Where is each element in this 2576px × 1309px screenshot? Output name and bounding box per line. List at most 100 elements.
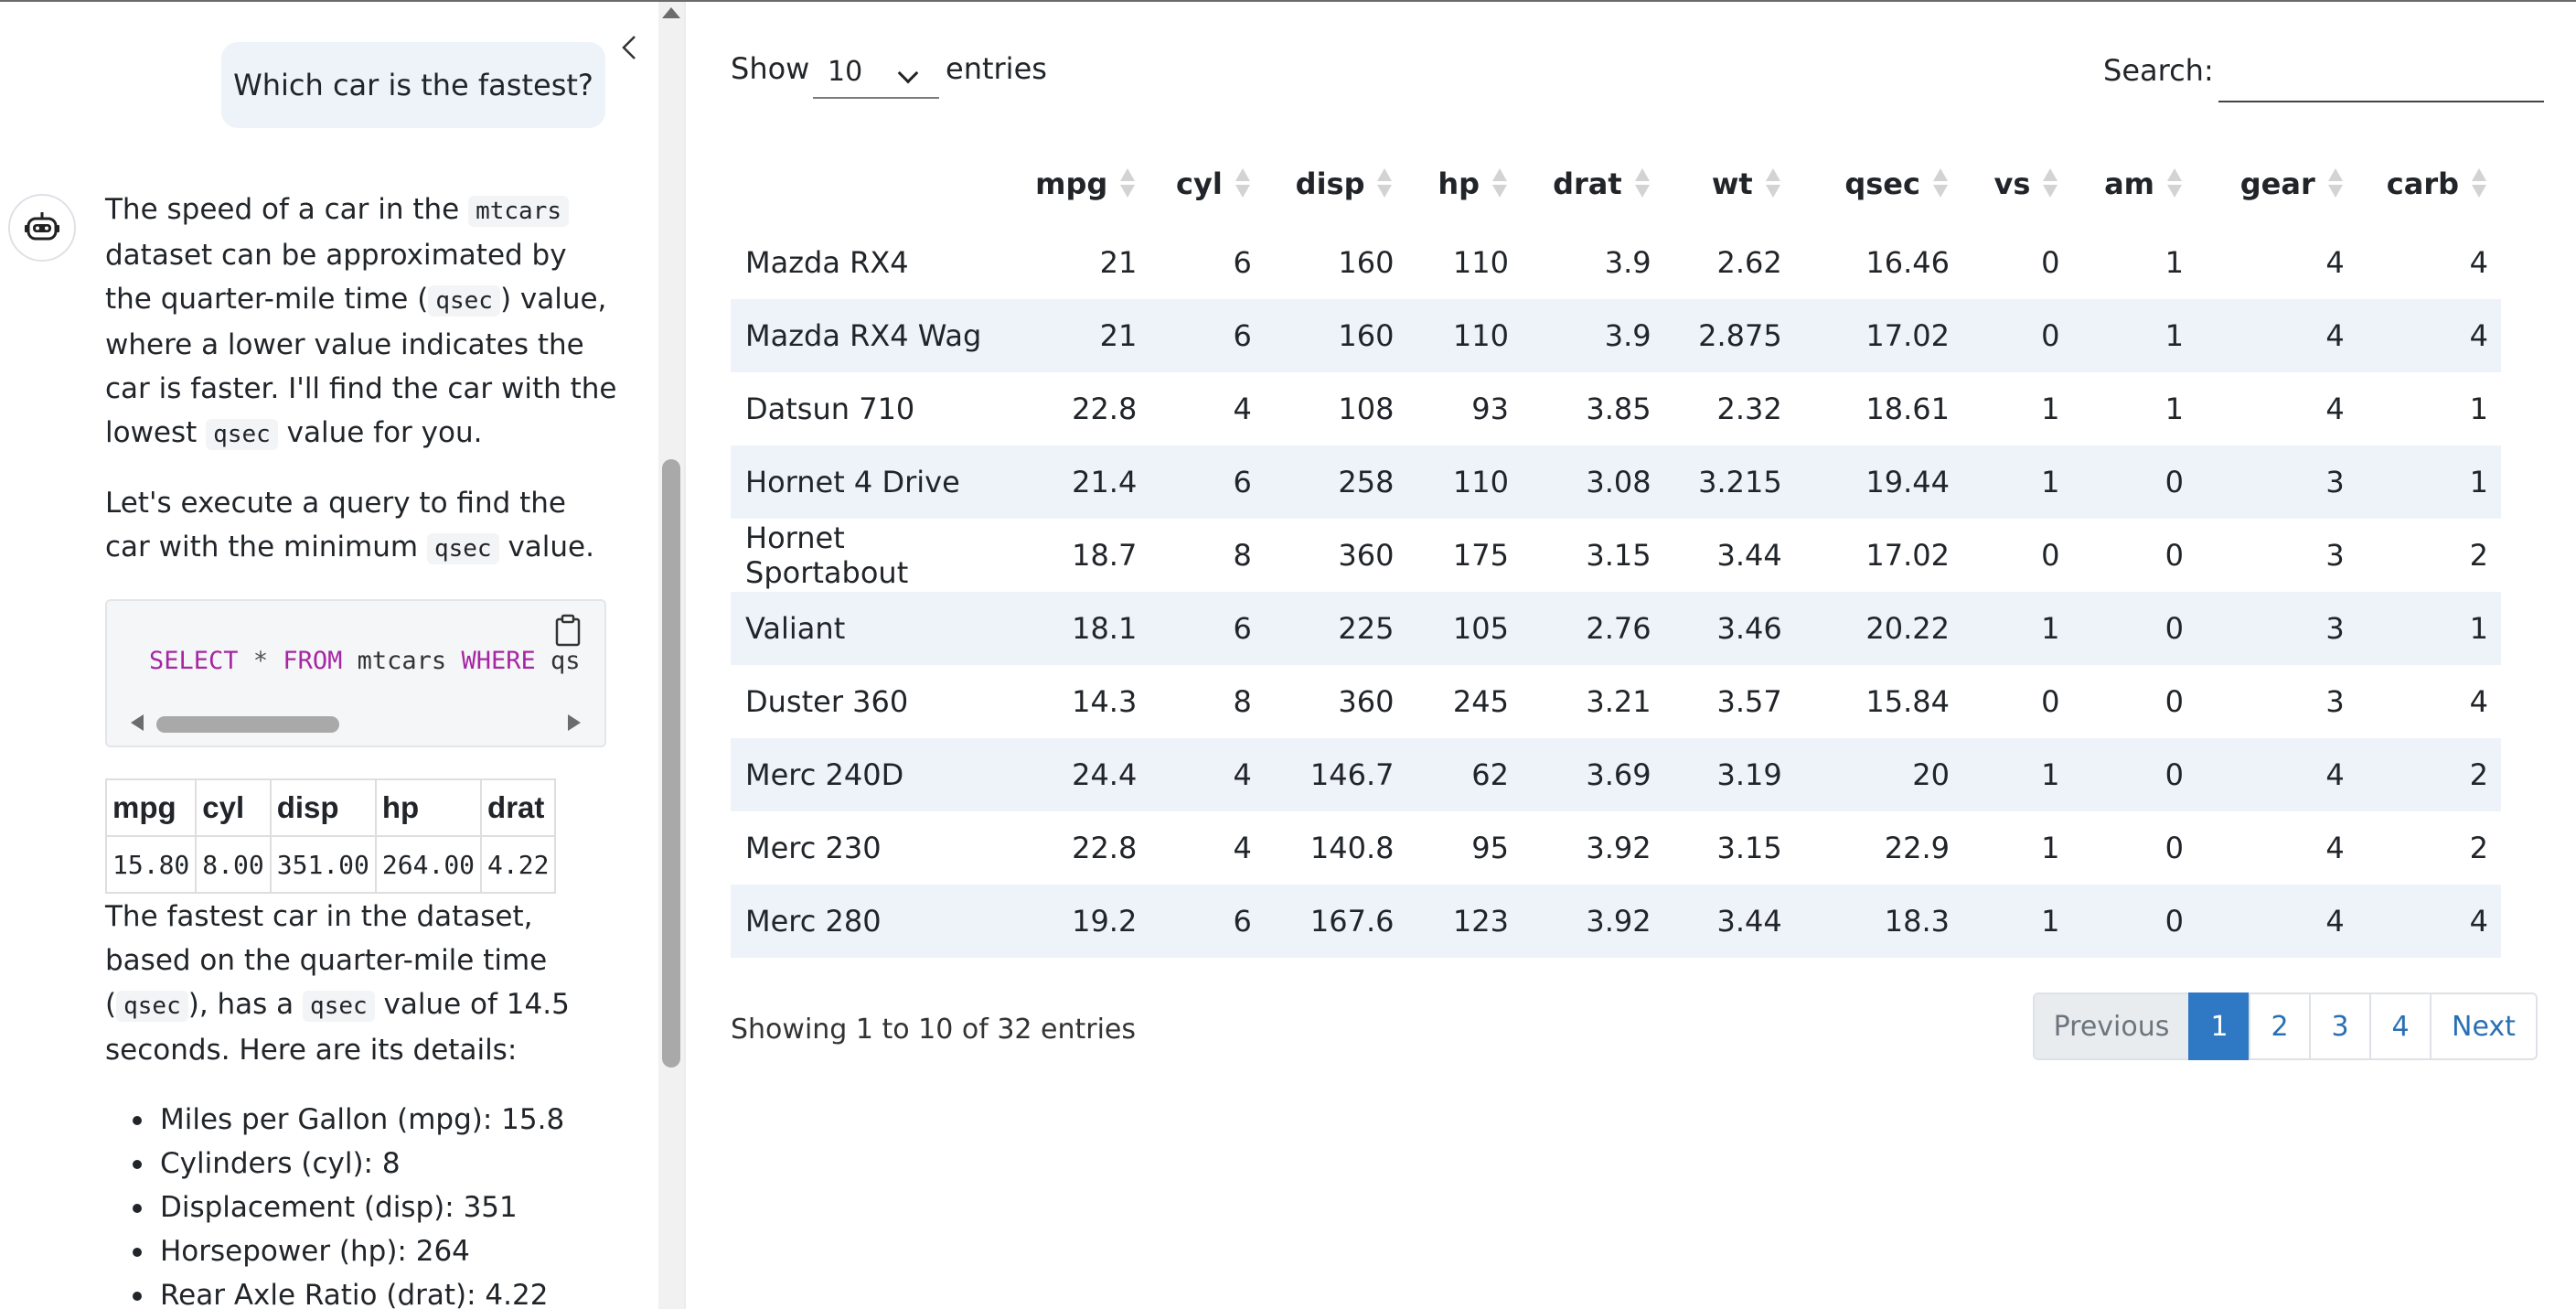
table-cell: 3.85	[1586, 392, 1651, 426]
table-row[interactable]: Merc 280 19.2 6 167.6 123 3.92 3.44 18.3 1 0 4 4	[731, 885, 2501, 958]
sort-arrows-icon[interactable]	[1931, 168, 1950, 201]
scroll-thumb[interactable]	[156, 716, 339, 733]
table-row[interactable]: Mazda RX4 Wag 21 6 160 110 3.9 2.875 17.02 0 1 4 4	[731, 299, 2501, 372]
table-cell: 3.57	[1716, 684, 1782, 719]
list-item: Miles per Gallon (mpg): 15.8	[133, 1098, 636, 1142]
table-row[interactable]: Duster 360 14.3 8 360 245 3.21 3.57 15.84 0 0 3 4	[731, 665, 2501, 738]
table-cell: 0	[2164, 757, 2184, 792]
table-cell: 1	[2469, 611, 2488, 646]
next-page-button[interactable]: Next	[2430, 992, 2538, 1060]
page-button-2[interactable]: 2	[2249, 992, 2311, 1060]
table-cell: 0	[2164, 831, 2184, 865]
table-row[interactable]: Datsun 710 22.8 4 108 93 3.85 2.32 18.61 1 1 4 1	[731, 372, 2501, 445]
previous-page-button[interactable]: Previous	[2033, 992, 2190, 1060]
column-header-disp[interactable]: disp	[1265, 141, 1407, 226]
table-cell: 3.44	[1716, 904, 1782, 939]
panel-divider	[684, 2, 686, 1309]
page-button-4[interactable]: 4	[2369, 992, 2432, 1060]
page-button-3[interactable]: 3	[2309, 992, 2371, 1060]
table-cell: 4	[2325, 904, 2345, 939]
table-row[interactable]: Mazda RX4 21 6 160 110 3.9 2.62 16.46 0 1 4 4	[731, 226, 2501, 299]
text: value for you.	[277, 416, 483, 449]
column-header-label: disp	[1295, 166, 1365, 201]
page-button-1[interactable]: 1	[2188, 992, 2250, 1060]
assistant-avatar	[8, 194, 76, 262]
table-cell: 360	[1338, 538, 1395, 573]
sort-arrows-icon[interactable]	[1764, 168, 1782, 201]
scroll-up-arrow-icon[interactable]	[662, 7, 680, 18]
table-cell: 1	[2469, 465, 2488, 499]
column-header-vs[interactable]: vs	[1962, 141, 2072, 226]
column-header-label: qsec	[1844, 166, 1920, 201]
page-length-select[interactable]: 10	[813, 46, 939, 99]
table-cell: 360	[1338, 684, 1395, 719]
column-header-drat[interactable]: drat	[1522, 141, 1664, 226]
entries-label: entries	[946, 51, 1047, 86]
copy-code-button[interactable]	[551, 614, 584, 649]
table-header-row: mpg cyl disp hp drat wt qsec vs am gear carb	[731, 141, 2501, 226]
table-cell: 18.1	[1072, 611, 1138, 646]
column-header-hp[interactable]: hp	[1406, 141, 1522, 226]
inline-code: qsec	[116, 991, 188, 1022]
text: value.	[498, 531, 594, 563]
collapse-sidebar-button[interactable]	[611, 29, 647, 66]
table-cell: 1	[2469, 392, 2488, 426]
column-header-carb[interactable]: carb	[2357, 141, 2501, 226]
table-cell: 21	[1099, 318, 1138, 353]
column-header-label: wt	[1711, 166, 1753, 201]
table-cell: 6	[1233, 318, 1252, 353]
sort-arrows-icon[interactable]	[1375, 168, 1394, 201]
column-header-cyl[interactable]: cyl	[1149, 141, 1265, 226]
table-cell: 258	[1338, 465, 1395, 499]
sort-arrows-icon[interactable]	[2470, 168, 2488, 201]
table-cell: 22.8	[1072, 831, 1138, 865]
scroll-right-arrow-icon[interactable]	[568, 714, 581, 731]
sidebar-vertical-scrollbar[interactable]	[658, 2, 684, 1309]
column-header-qsec[interactable]: qsec	[1795, 141, 1962, 226]
column-header-gear[interactable]: gear	[2197, 141, 2357, 226]
table-cell: 0	[2041, 684, 2060, 719]
table-row[interactable]: Merc 230 22.8 4 140.8 95 3.92 3.15 22.9 1 0 4 2	[731, 811, 2501, 885]
table-cell: 160	[1338, 245, 1395, 280]
table-cell: 17.02	[1865, 538, 1950, 573]
sort-arrows-icon[interactable]	[1234, 168, 1252, 201]
sort-arrows-icon[interactable]	[1118, 168, 1137, 201]
search-input[interactable]	[2218, 46, 2544, 102]
sql-identifier: mtcars	[357, 647, 447, 675]
sort-arrows-icon[interactable]	[2041, 168, 2059, 201]
table-cell: 146.7	[1309, 757, 1395, 792]
show-label: Show	[731, 51, 810, 86]
scroll-left-arrow-icon[interactable]	[131, 714, 144, 731]
result-column-header: hp	[374, 778, 483, 837]
table-cell: 3.15	[1586, 538, 1651, 573]
table-cell: 6	[1233, 904, 1252, 939]
column-header-mpg[interactable]: mpg	[1006, 141, 1149, 226]
clipboard-icon	[555, 614, 581, 647]
code-horizontal-scrollbar[interactable]	[107, 709, 604, 736]
car-name-cell: Valiant	[745, 611, 846, 646]
table-row[interactable]: Valiant 18.1 6 225 105 2.76 3.46 20.22 1 0 3 1	[731, 592, 2501, 665]
table-cell: 3	[2325, 465, 2345, 499]
inline-code: mtcars	[468, 196, 570, 227]
table-cell: 3.08	[1586, 465, 1651, 499]
car-name-cell: Mazda RX4	[745, 245, 909, 280]
sort-arrows-icon[interactable]	[2165, 168, 2184, 201]
sort-arrows-icon[interactable]	[2326, 168, 2345, 201]
table-row[interactable]: Hornet 4 Drive 21.4 6 258 110 3.08 3.215 19.44 1…	[731, 445, 2501, 519]
table-cell: 0	[2041, 245, 2060, 280]
table-cell: 4	[1233, 831, 1252, 865]
table-cell: 2	[2469, 831, 2488, 865]
sort-arrows-icon[interactable]	[1491, 168, 1509, 201]
robot-icon	[25, 212, 59, 241]
sort-arrows-icon[interactable]	[1633, 168, 1651, 201]
car-name-cell: Merc 280	[745, 904, 882, 939]
table-cell: 17.02	[1865, 318, 1950, 353]
column-header-wt[interactable]: wt	[1664, 141, 1795, 226]
column-header-am[interactable]: am	[2072, 141, 2197, 226]
table-cell: 3	[2325, 684, 2345, 719]
sql-keyword: FROM	[283, 647, 343, 675]
scroll-thumb[interactable]	[662, 459, 680, 1068]
data-table-panel: Show 10 entries Search: mpg cyl disp hp drat…	[686, 2, 2576, 1309]
table-row[interactable]: Hornet Sportabout 18.7 8 360 175 3.15 3.44 17.0…	[731, 519, 2501, 592]
table-row[interactable]: Merc 240D 24.4 4 146.7 62 3.69 3.19 20 1 0 4 2	[731, 738, 2501, 811]
